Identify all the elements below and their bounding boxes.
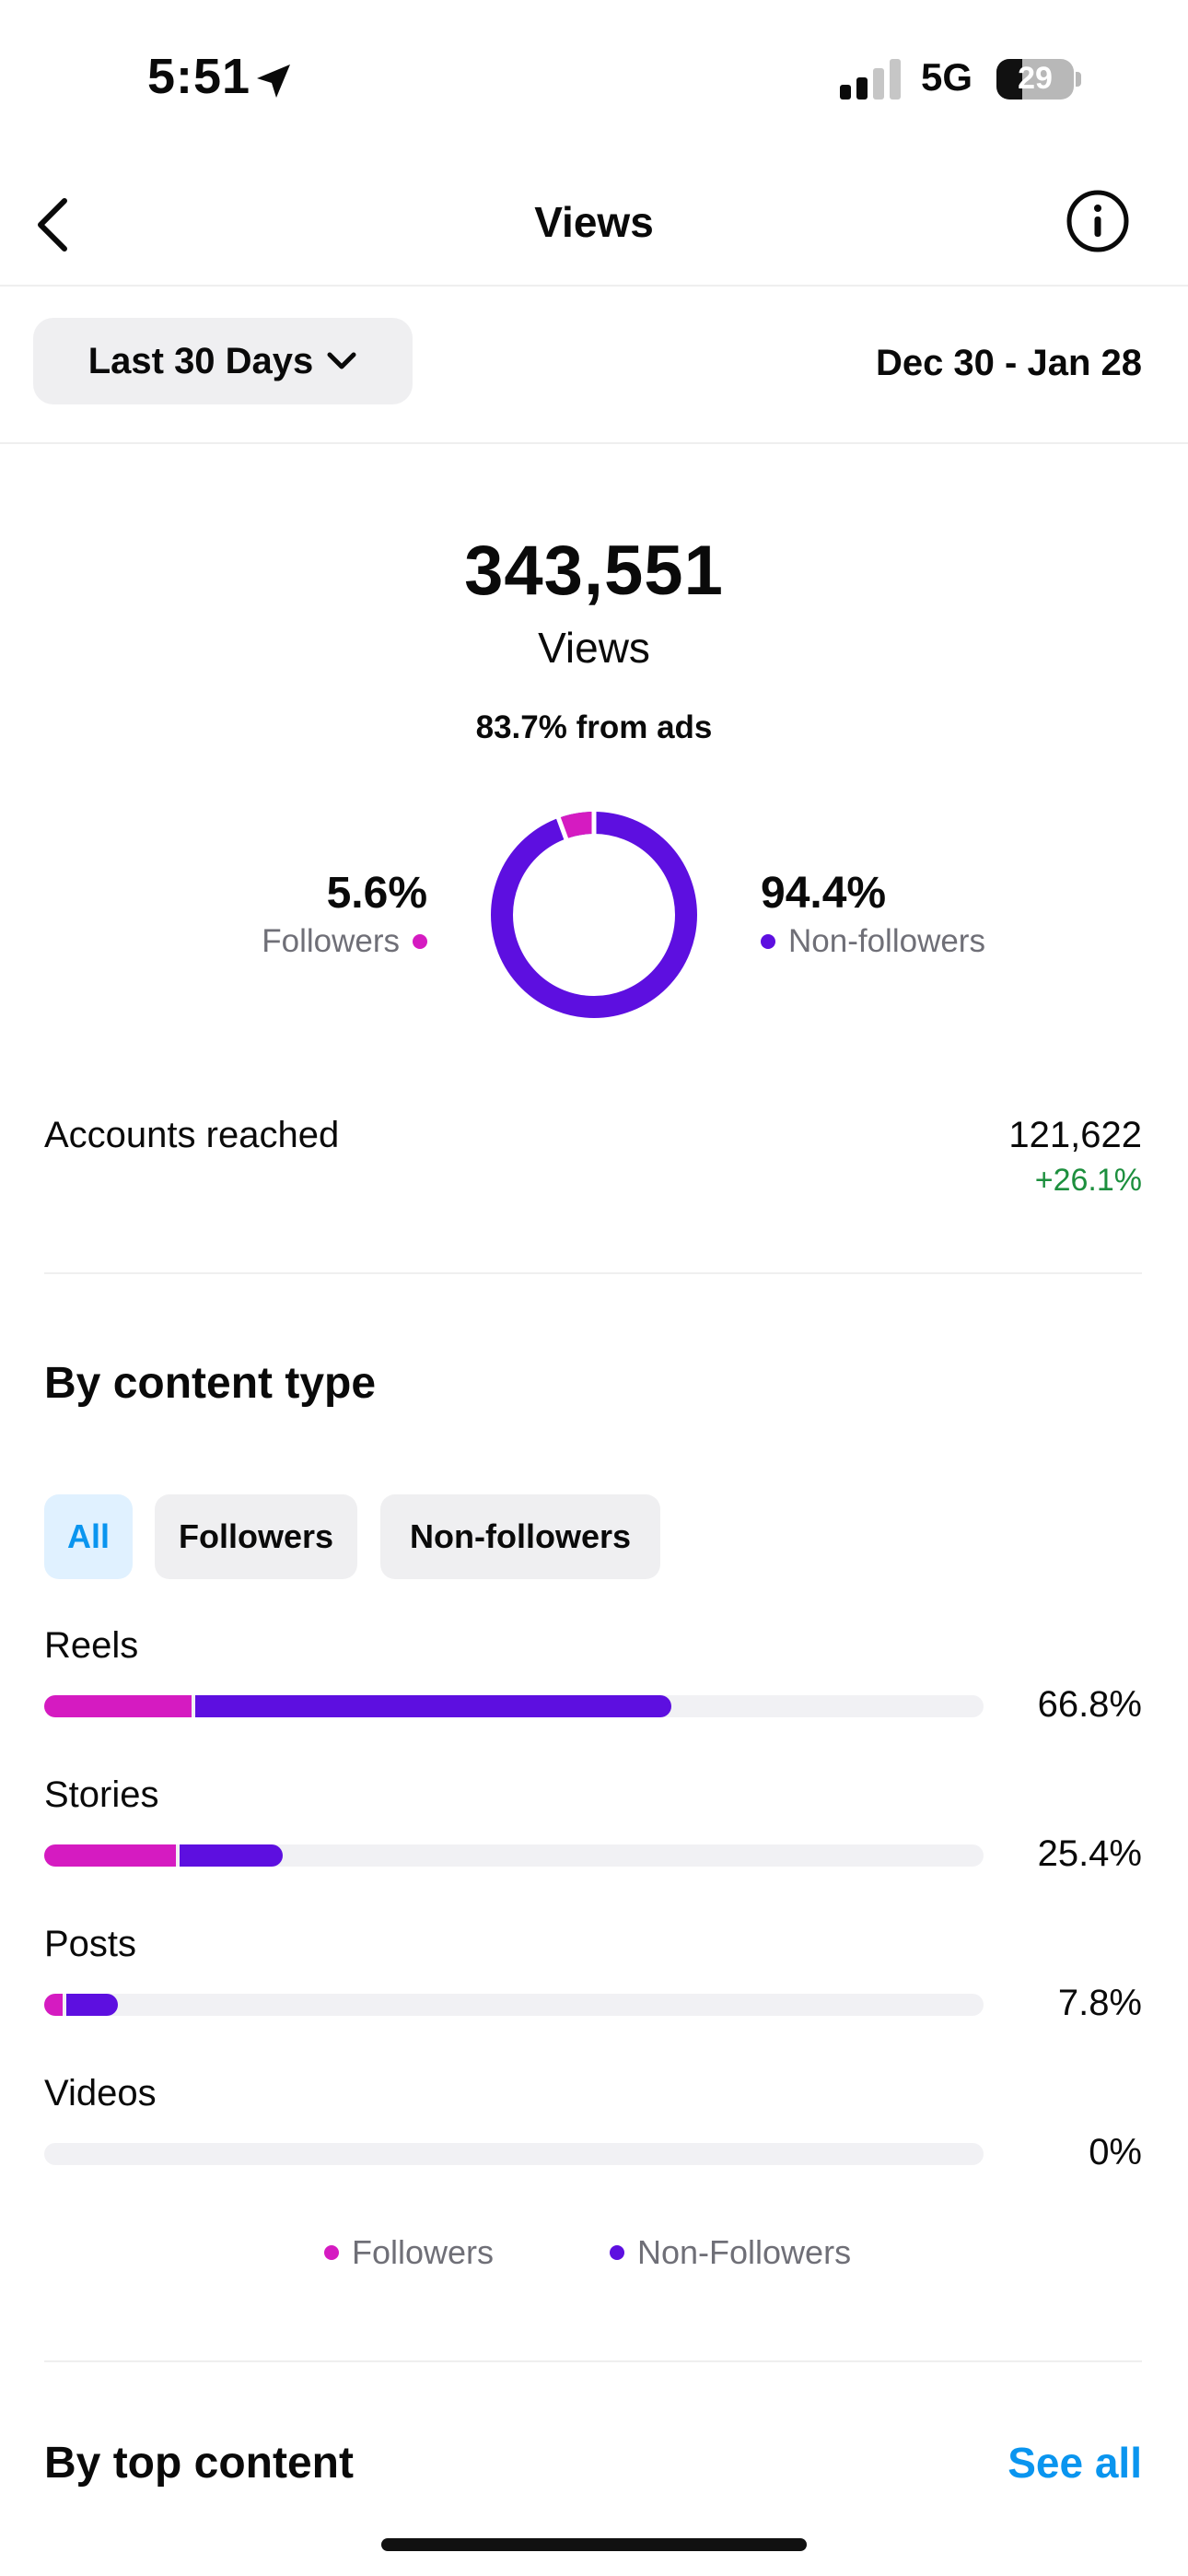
ads-percentage-text: 83.7% from ads: [475, 709, 713, 745]
content-type-label-posts: Posts: [44, 1924, 137, 1964]
content-type-bar-stories: [44, 1844, 984, 1867]
page-title: Views: [534, 198, 654, 246]
top-content-title: By top content: [44, 2439, 354, 2488]
non-followers-dot: [761, 934, 775, 949]
content-type-bar-reels: [44, 1695, 984, 1717]
section-divider: [44, 1272, 1142, 1274]
filter-divider: [0, 442, 1188, 444]
chevron-left-icon[interactable]: [33, 195, 76, 254]
info-icon[interactable]: [1066, 189, 1130, 253]
donut-gap-end: [555, 815, 569, 842]
content-type-pct-posts: 7.8%: [1057, 1983, 1142, 2023]
views-label: Views: [538, 624, 650, 672]
posts-followers-segment: [44, 1994, 64, 2016]
tab-all[interactable]: All: [44, 1494, 133, 1579]
legend-followers-dot: [324, 2245, 339, 2260]
followers-legend: Followers: [262, 923, 427, 960]
content-type-bar-posts: [44, 1994, 984, 2016]
legend-non-followers-dot: [610, 2245, 624, 2260]
followers-legend-label: Followers: [262, 923, 400, 959]
date-range-dropdown-label: Last 30 Days: [87, 340, 314, 381]
content-type-pct-stories: 25.4%: [1037, 1833, 1142, 1874]
section-divider-2: [44, 2360, 1142, 2362]
accounts-reached-label: Accounts reached: [44, 1115, 340, 1155]
see-all-link[interactable]: See all: [1007, 2439, 1142, 2487]
accounts-reached-value: 121,622: [1008, 1115, 1142, 1155]
stories-non-followers-segment: [179, 1844, 284, 1867]
followers-percentage: 5.6%: [326, 869, 427, 918]
non-followers-legend: Non-followers: [761, 923, 985, 960]
reels-followers-segment: [44, 1695, 192, 1717]
content-type-bar-videos: [44, 2143, 984, 2165]
content-type-pct-reels: 66.8%: [1037, 1684, 1142, 1725]
battery-level: 29: [1018, 61, 1053, 96]
location-arrow-icon: [257, 64, 290, 98]
tab-non-followers[interactable]: Non-followers: [380, 1494, 660, 1579]
battery-icon: 29: [996, 59, 1081, 100]
non-followers-legend-label: Non-followers: [788, 923, 985, 959]
donut-non-followers-arc: [491, 812, 697, 1018]
followers-dot: [413, 934, 427, 949]
audience-donut-chart: [491, 811, 697, 1018]
content-type-label-videos: Videos: [44, 2073, 157, 2113]
chevron-down-icon: [327, 352, 356, 369]
reels-non-followers-segment: [195, 1695, 672, 1717]
date-range-dropdown[interactable]: Last 30 Days: [33, 318, 413, 404]
date-range-text: Dec 30 - Jan 28: [875, 343, 1142, 383]
legend-non-followers: Non-Followers: [610, 2233, 851, 2272]
content-type-label-stories: Stories: [44, 1774, 159, 1815]
accounts-reached-change: +26.1%: [1034, 1163, 1142, 1198]
status-time: 5:51: [147, 49, 251, 104]
content-type-label-reels: Reels: [44, 1625, 139, 1666]
non-followers-percentage: 94.4%: [761, 869, 887, 918]
posts-non-followers-segment: [66, 1994, 118, 2016]
header-divider: [0, 285, 1188, 287]
home-indicator: [381, 2538, 807, 2551]
content-type-pct-videos: 0%: [1089, 2132, 1142, 2172]
legend-non-followers-label: Non-Followers: [637, 2233, 852, 2271]
stories-followers-segment: [44, 1844, 176, 1867]
content-type-title: By content type: [44, 1359, 377, 1408]
network-type: 5G: [921, 55, 973, 99]
legend-followers-label: Followers: [352, 2233, 495, 2271]
tab-followers[interactable]: Followers: [155, 1494, 357, 1579]
views-count: 343,551: [464, 532, 724, 610]
cellular-signal-icon: [840, 59, 901, 100]
legend-followers: Followers: [324, 2233, 494, 2272]
